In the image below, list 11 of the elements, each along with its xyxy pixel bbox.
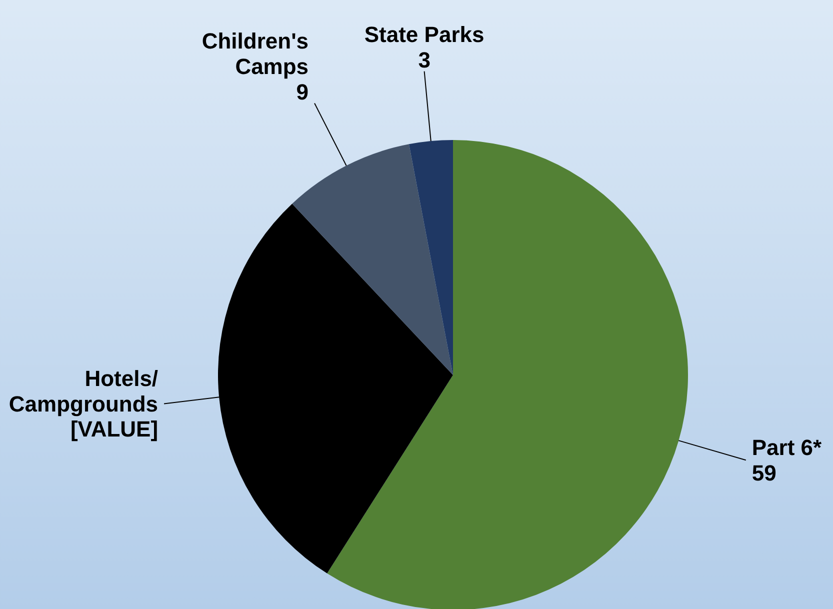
slice-label: Part 6* bbox=[752, 435, 822, 460]
data-label: 59 bbox=[752, 460, 776, 486]
data-label: [VALUE] bbox=[70, 416, 158, 442]
data-label: 9 bbox=[296, 79, 309, 104]
pie-slice bbox=[292, 144, 453, 375]
pie-slice bbox=[408, 140, 453, 375]
slice-label: Hotels/ Campgrounds bbox=[8, 366, 158, 416]
slice-label: Children's Camps bbox=[202, 28, 309, 79]
slice-label: State Parks bbox=[364, 22, 484, 48]
data-label: 3 bbox=[418, 47, 430, 72]
pie-slice bbox=[327, 140, 688, 609]
